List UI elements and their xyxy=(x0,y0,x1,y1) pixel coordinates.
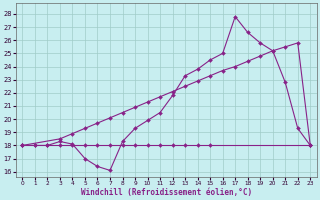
X-axis label: Windchill (Refroidissement éolien,°C): Windchill (Refroidissement éolien,°C) xyxy=(81,188,252,197)
